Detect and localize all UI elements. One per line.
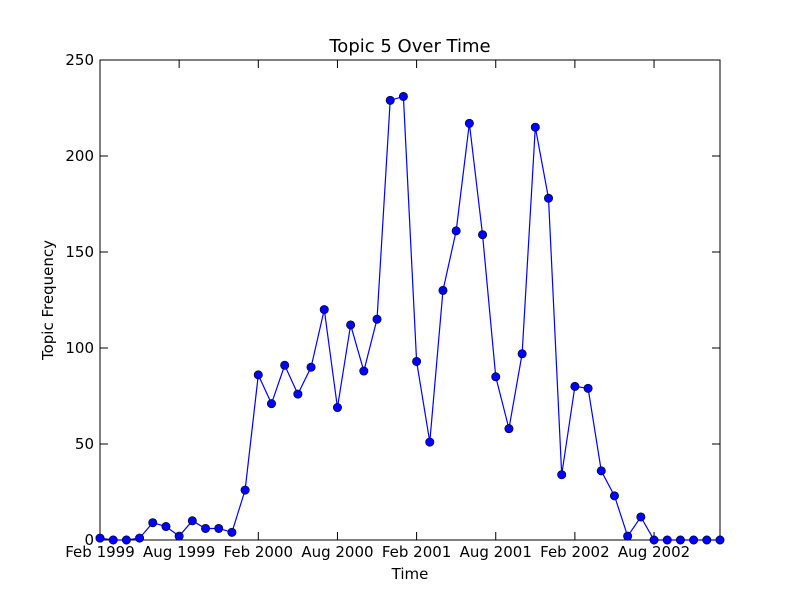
data-point	[517, 349, 527, 359]
data-point	[148, 518, 158, 528]
data-point	[451, 226, 461, 236]
data-point	[504, 424, 514, 434]
data-point	[398, 91, 408, 101]
data-point	[438, 285, 448, 295]
data-point	[478, 230, 488, 240]
x-tick-label: Feb 2002	[540, 543, 610, 561]
data-point	[95, 533, 105, 543]
data-point	[649, 535, 659, 545]
data-point	[372, 314, 382, 324]
data-point	[530, 122, 540, 132]
chart-title: Topic 5 Over Time	[328, 36, 490, 57]
data-point	[583, 383, 593, 393]
axis-ticks: 0 50 100 150 200 250 Feb 1999 Aug 1999 Feb 2000 A…	[65, 51, 720, 561]
data-point	[253, 370, 263, 380]
x-tick-label: Aug 1999	[143, 543, 215, 561]
plot-frame	[99, 59, 721, 541]
data-point	[425, 437, 435, 447]
x-tick-label: Aug 2002	[618, 543, 690, 561]
x-tick-label: Feb 2000	[224, 543, 294, 561]
data-point	[544, 193, 554, 203]
data-point	[187, 516, 197, 526]
data-point	[280, 360, 290, 370]
data-point	[596, 466, 606, 476]
data-point	[689, 535, 699, 545]
data-point	[636, 512, 646, 522]
data-point	[609, 491, 619, 501]
x-axis-label: Time	[391, 565, 429, 583]
x-tick-label: Aug 2000	[301, 543, 373, 561]
data-point	[570, 381, 580, 391]
data-point	[346, 320, 356, 330]
data-point	[306, 362, 316, 372]
data-point	[293, 389, 303, 399]
x-tick-label: Feb 2001	[382, 543, 452, 561]
plot-area	[99, 59, 721, 541]
data-point	[557, 470, 567, 480]
data-point	[108, 535, 118, 545]
y-tick-label: 100	[65, 339, 94, 357]
data-point	[702, 535, 712, 545]
data-point	[491, 372, 501, 382]
y-tick-label: 150	[65, 243, 94, 261]
data-point	[201, 523, 211, 533]
data-point	[359, 366, 369, 376]
data-point	[332, 403, 342, 413]
data-point	[385, 95, 395, 105]
data-marks	[95, 91, 725, 545]
x-tick-label: Aug 2001	[460, 543, 532, 561]
x-tick-label: Feb 1999	[65, 543, 135, 561]
data-point	[135, 533, 145, 543]
data-point	[662, 535, 672, 545]
y-tick-label: 250	[65, 51, 94, 69]
data-point	[214, 523, 224, 533]
data-point	[174, 531, 184, 541]
data-point	[412, 356, 422, 366]
data-point	[623, 531, 633, 541]
data-point	[121, 535, 131, 545]
data-point	[161, 522, 171, 532]
data-point	[675, 535, 685, 545]
data-point	[227, 527, 237, 537]
data-point	[715, 535, 725, 545]
data-point	[240, 485, 250, 495]
data-point	[464, 118, 474, 128]
y-tick-label: 0	[84, 531, 94, 549]
y-tick-label: 50	[75, 435, 94, 453]
data-point	[266, 399, 276, 409]
y-axis-label: Topic Frequency	[39, 240, 57, 361]
y-tick-label: 200	[65, 147, 94, 165]
data-point	[319, 305, 329, 315]
